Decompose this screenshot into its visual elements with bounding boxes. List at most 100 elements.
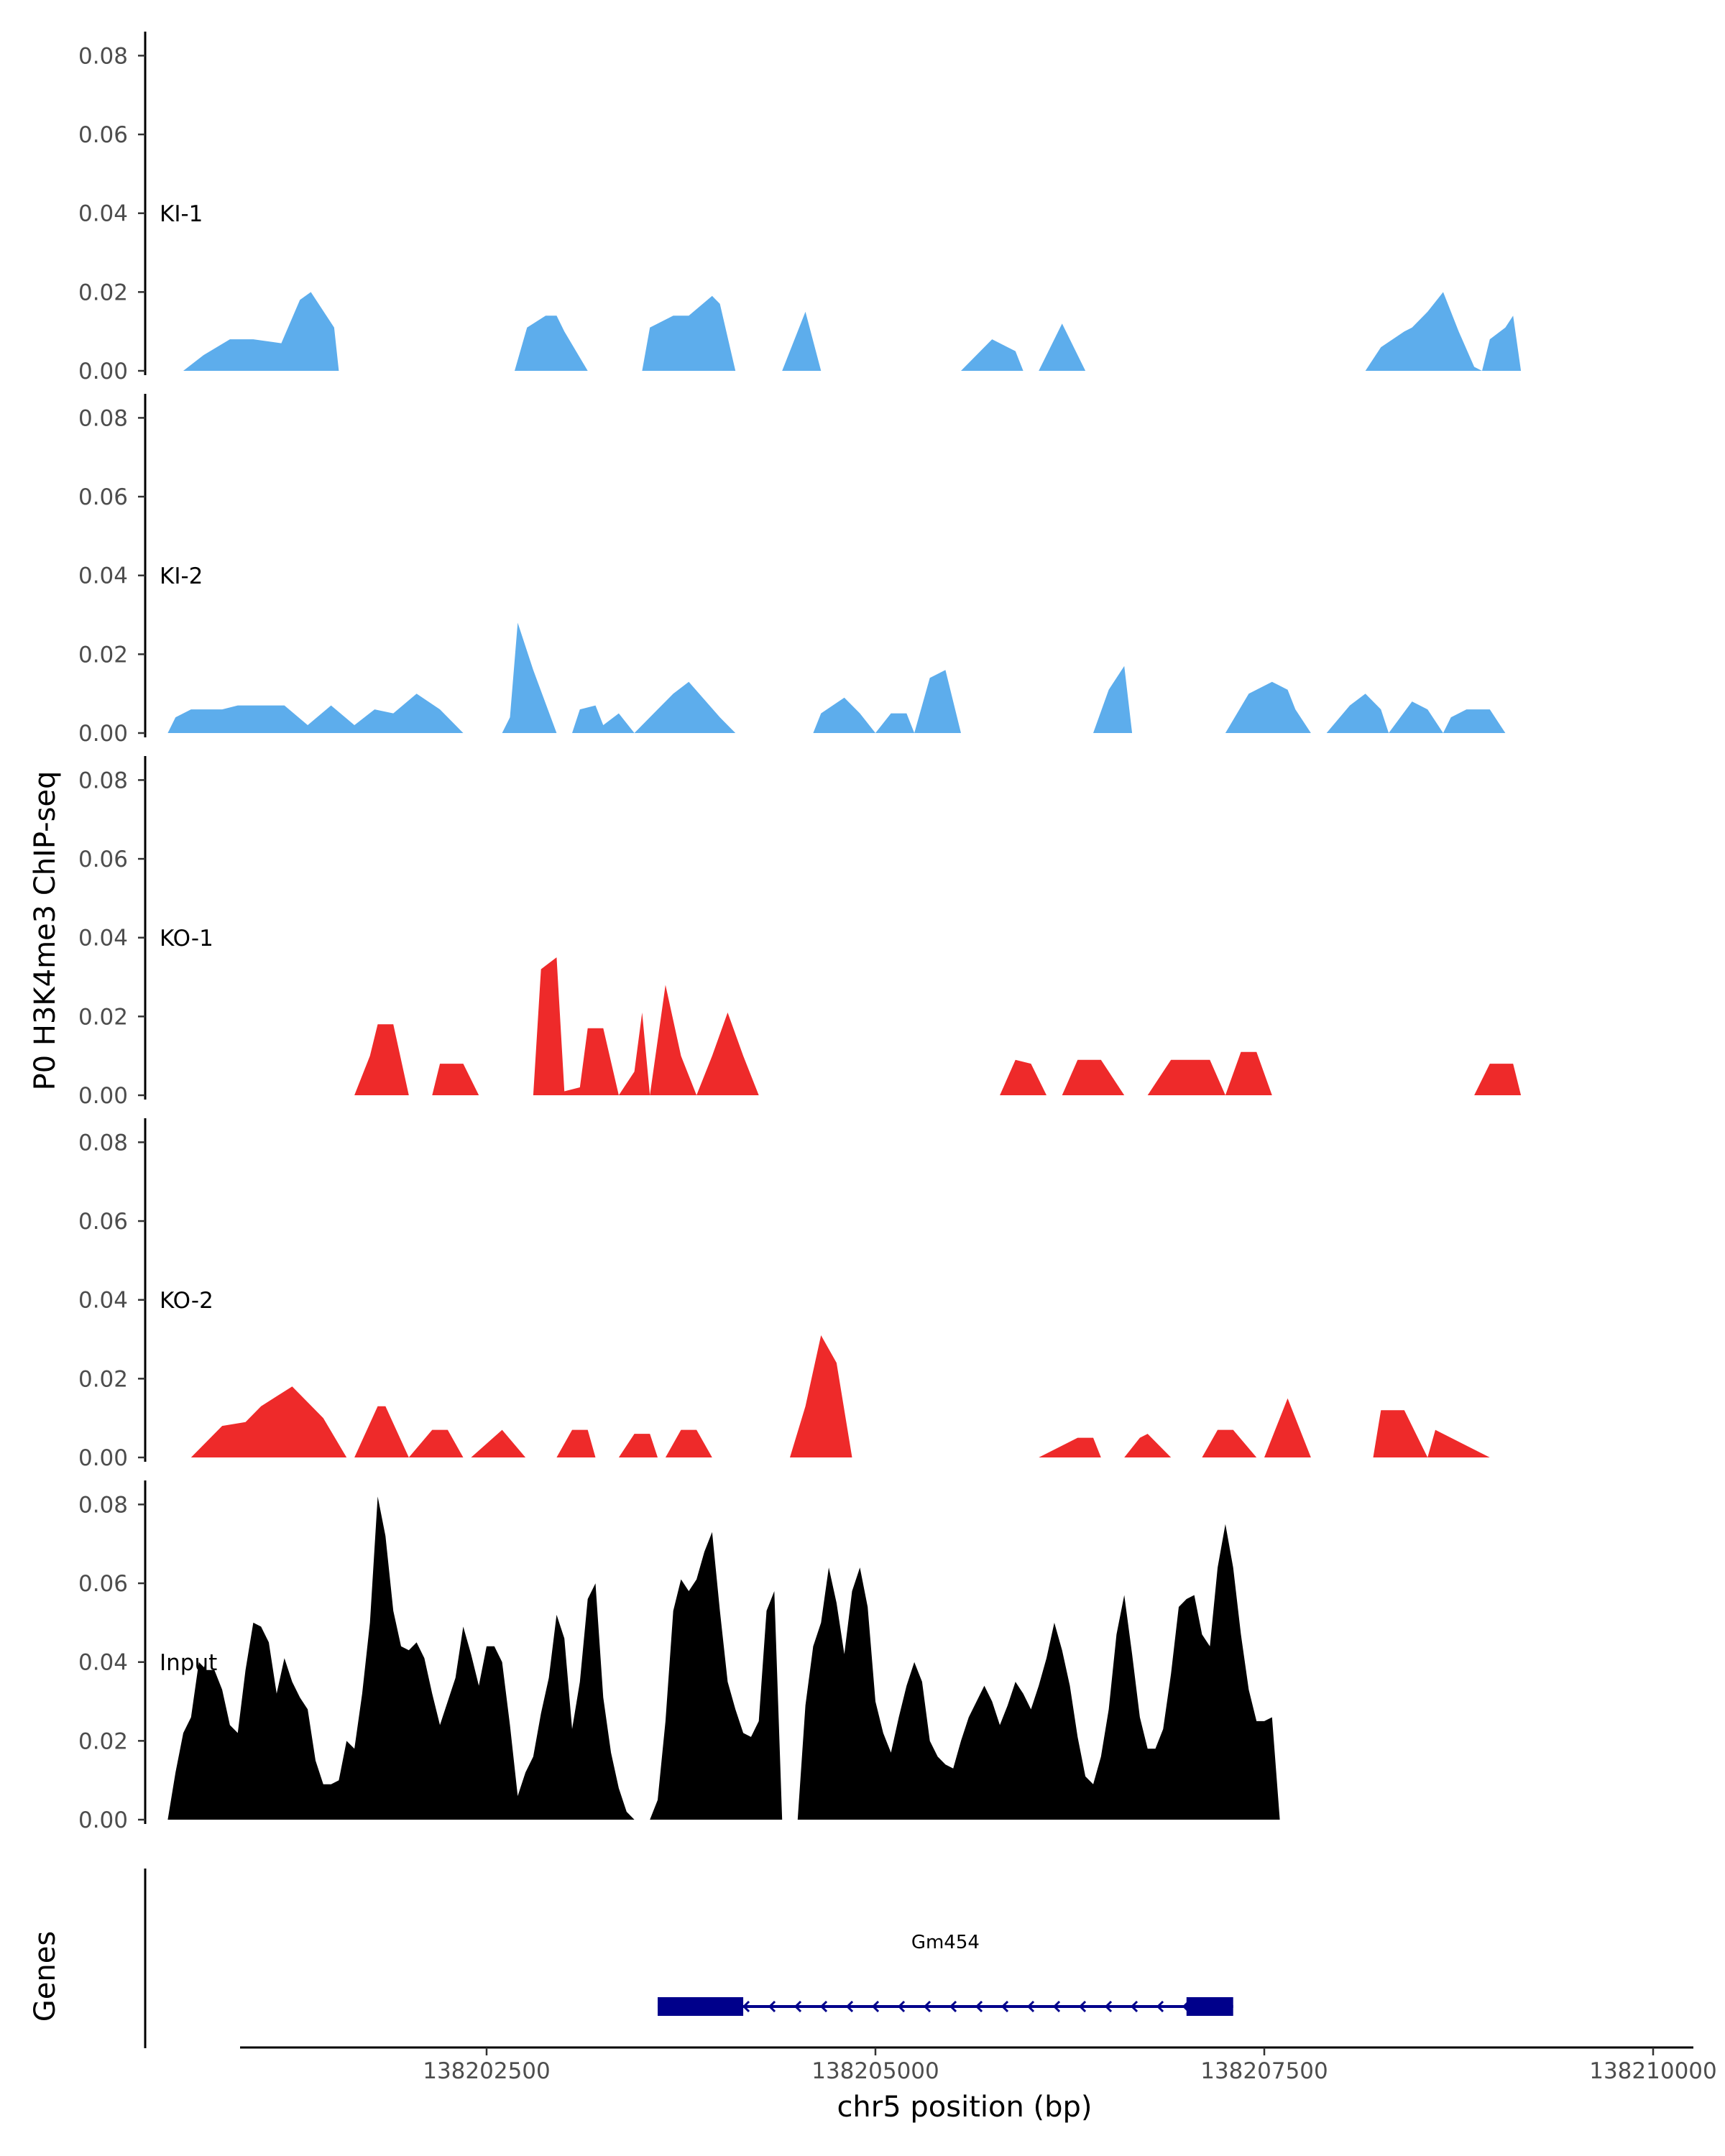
coverage-peak [471, 1429, 526, 1457]
y-tick-label: 0.02 [78, 642, 128, 668]
y-tick-label: 0.00 [78, 1083, 128, 1109]
genes-axis-title: Genes [29, 1931, 62, 2022]
gene-exon [658, 1997, 744, 2016]
coverage-peak [502, 622, 561, 733]
coverage-peak [515, 315, 596, 371]
strand-arrow [819, 2000, 828, 2013]
strand-arrow [1026, 2000, 1035, 2013]
coverage-peak [354, 1024, 409, 1095]
x-axis: chr5 position (bp) 138202500 138205000 138… [240, 2046, 1717, 2124]
strand-arrow [1156, 2000, 1164, 2013]
y-tick-label: 0.08 [78, 43, 128, 69]
y-tick-label: 0.06 [78, 1571, 128, 1597]
gene-exon [1186, 1997, 1233, 2016]
y-tick-label: 0.04 [78, 201, 128, 227]
track-panel-ko-2: 0.00 0.02 0.04 0.06 0.08 KO-2 [78, 1118, 1490, 1471]
coverage-peak [1062, 1059, 1125, 1095]
coverage-peak [167, 1496, 783, 1820]
track-panel-ko-1: 0.00 0.02 0.04 0.06 0.08 KO-1 [78, 756, 1522, 1109]
y-tick-label: 0.06 [78, 484, 128, 510]
y-tick-label: 0.06 [78, 122, 128, 148]
coverage-peak [1427, 1429, 1490, 1457]
y-tick-label: 0.02 [78, 280, 128, 305]
strand-arrow [845, 2000, 854, 2013]
y-tick-label: 0.06 [78, 847, 128, 872]
strand-arrow [1104, 2000, 1113, 2013]
coverage-peak [758, 311, 822, 371]
x-tick-label: 138210000 [1589, 2058, 1717, 2084]
track-label-ko-1: KO-1 [160, 926, 213, 952]
track-label-ki-1: KI-1 [160, 201, 203, 227]
coverage-peak [1202, 1429, 1257, 1457]
y-tick-label: 0.04 [78, 926, 128, 952]
strand-arrow [1052, 2000, 1061, 2013]
coverage-peak [1373, 1410, 1435, 1457]
y-tick-label: 0.02 [78, 1004, 128, 1030]
coverage-peak [1000, 1059, 1046, 1095]
coverage-peak [650, 985, 775, 1095]
strand-arrow [742, 2000, 750, 2013]
coverage-peak [572, 681, 767, 733]
y-tick-label: 0.04 [78, 1288, 128, 1314]
coverage-peak [883, 339, 1024, 371]
coverage-peak [525, 957, 650, 1095]
coverage-peak [354, 1406, 464, 1457]
strand-arrow [923, 2000, 932, 2013]
strand-arrow [768, 2000, 776, 2013]
y-tick-label: 0.08 [78, 1492, 128, 1518]
coverage-peak [813, 670, 1024, 733]
coverage-peak [665, 1429, 712, 1457]
coverage-peak [797, 1524, 1583, 1820]
y-tick-label: 0.00 [78, 1445, 128, 1471]
coverage-peak [1365, 292, 1522, 371]
coverage-peak [1039, 323, 1086, 371]
coverage-peak [1139, 1051, 1272, 1095]
coverage-peak [540, 1429, 596, 1457]
strand-arrow [897, 2000, 906, 2013]
gene-name-label: Gm454 [911, 1932, 980, 1953]
y-axis-title: P0 H3K4me3 ChIP-seq [29, 771, 62, 1091]
y-tick-label: 0.08 [78, 405, 128, 431]
y-tick-label: 0.06 [78, 1209, 128, 1235]
y-tick-label: 0.08 [78, 1130, 128, 1156]
strand-arrow [871, 2000, 880, 2013]
coverage-peak [1474, 1064, 1522, 1095]
tracks-layer: 0.00 0.02 0.04 0.06 0.08 KI-1 0.00 0.02 0.04 0.06… [78, 32, 1583, 1833]
y-tick-label: 0.04 [78, 563, 128, 589]
x-tick-label: 138202500 [423, 2058, 551, 2084]
strand-arrow [975, 2000, 983, 2013]
coverage-peak [750, 1335, 852, 1457]
coverage-peak [1264, 1398, 1311, 1457]
strand-arrow [1000, 2000, 1009, 2013]
coverage-peak [190, 1386, 347, 1457]
coverage-peak [1124, 1434, 1172, 1457]
y-tick-label: 0.02 [78, 1728, 128, 1754]
y-tick-label: 0.00 [78, 1807, 128, 1833]
x-tick-label: 138207500 [1200, 2058, 1328, 2084]
y-tick-label: 0.02 [78, 1366, 128, 1392]
y-tick-label: 0.00 [78, 359, 128, 384]
coverage-peak [611, 1434, 658, 1457]
y-tick-label: 0.08 [78, 768, 128, 793]
strand-arrow [949, 2000, 957, 2013]
track-panel-ki-1: 0.00 0.02 0.04 0.06 0.08 KI-1 [78, 32, 1522, 384]
y-tick-label: 0.00 [78, 721, 128, 747]
track-label-ki-2: KI-2 [160, 563, 203, 589]
y-tick-label: 0.04 [78, 1650, 128, 1676]
coverage-peak [642, 295, 736, 371]
coverage-peak [1077, 665, 1133, 733]
coverage-peak [432, 1064, 479, 1095]
coverage-peak [183, 292, 339, 371]
coverage-peak [1031, 1437, 1101, 1457]
strand-arrow [1130, 2000, 1138, 2013]
coverage-peak [1225, 681, 1522, 733]
x-tick-label: 138205000 [811, 2058, 939, 2084]
track-label-ko-2: KO-2 [160, 1288, 213, 1314]
coverage-peak [167, 694, 472, 733]
gene-model-gm454: Gm454 [658, 1932, 1233, 2016]
strand-arrow [1078, 2000, 1087, 2013]
strand-arrow [794, 2000, 802, 2013]
genes-panel: Genes Gm454 [29, 1869, 1233, 2048]
